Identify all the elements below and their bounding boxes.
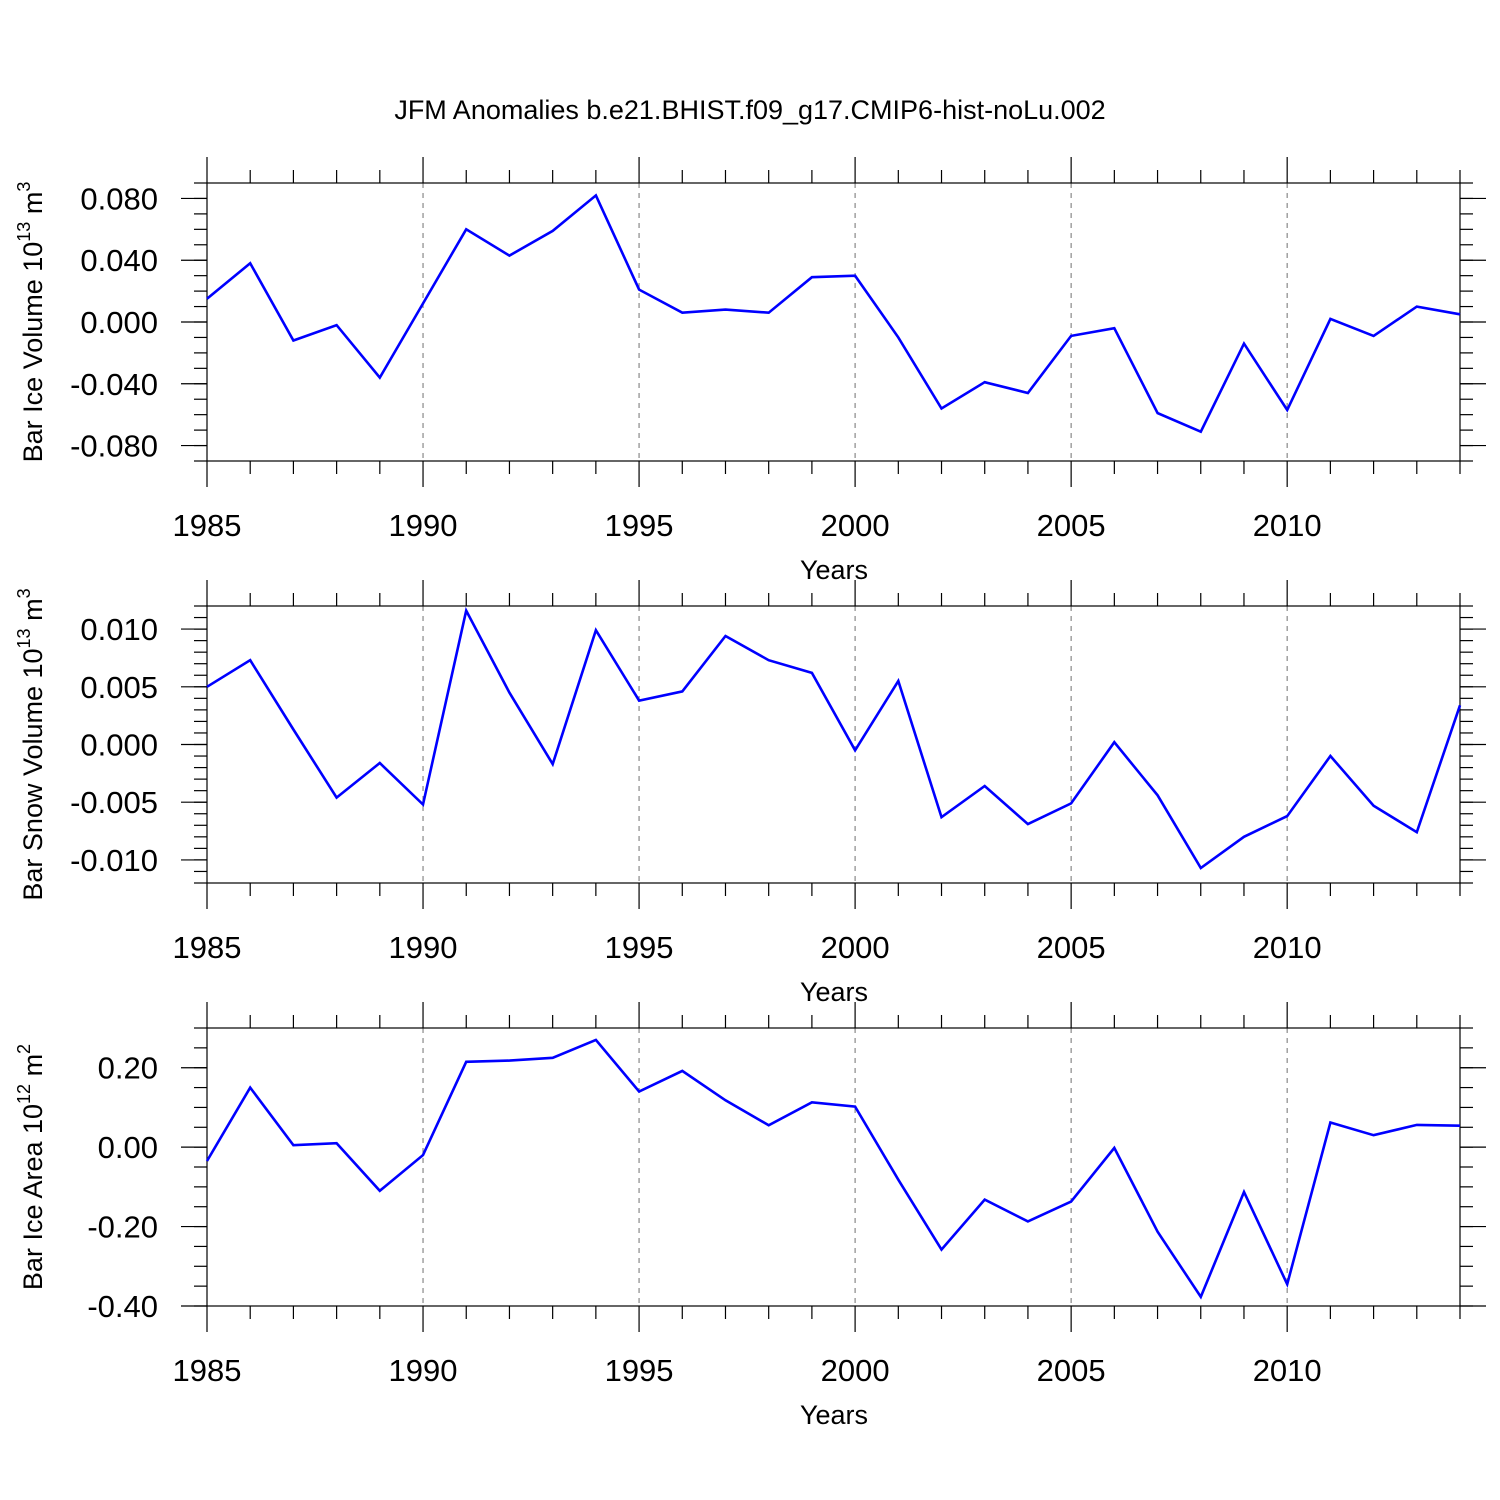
y-tick-label: 0.040	[80, 243, 158, 278]
x-axis-label: Years	[800, 1400, 868, 1430]
x-tick-label: 1985	[173, 508, 242, 543]
x-tick-label: 1990	[389, 508, 458, 543]
y-label-unit-exponent: 2	[14, 1044, 34, 1054]
x-tick-label: 2000	[821, 508, 890, 543]
y-label-unit: m	[18, 1054, 48, 1084]
plot-frame	[206, 182, 1461, 462]
y-tick-label: 0.005	[80, 670, 158, 705]
y-tick-label: -0.20	[87, 1210, 158, 1245]
y-label-exponent: 13	[14, 222, 34, 242]
y-tick-label: -0.010	[70, 843, 158, 878]
y-tick-label: -0.080	[70, 429, 158, 464]
series-line	[205, 1038, 1461, 1300]
chart-panel-3: 0.20 0.00 -0.20 -0.40 1985 1990 1995 2000 2005 20…	[14, 1002, 1486, 1430]
x-tick-label: 1995	[605, 930, 674, 965]
x-tick-label: 1995	[605, 508, 674, 543]
y-label-exponent: 13	[14, 628, 34, 648]
x-tick-label: 2000	[821, 930, 890, 965]
y-tick-label: 0.000	[80, 728, 158, 763]
y-tick-label: 0.20	[98, 1051, 158, 1086]
y-tick-label: 0.000	[80, 305, 158, 340]
y-label-text: Bar Ice Area 10	[18, 1104, 48, 1290]
x-tick-label: 2010	[1253, 930, 1322, 965]
y-label-unit: m	[18, 192, 48, 222]
x-tick-label: 1985	[173, 930, 242, 965]
y-tick-label: 0.00	[98, 1130, 158, 1165]
series-line	[206, 606, 1462, 870]
y-tick-label: 0.010	[80, 612, 158, 647]
y-tick-label: 0.080	[80, 181, 158, 216]
series-line	[206, 193, 1461, 434]
x-tick-label: 2005	[1037, 508, 1106, 543]
x-tick-label: 2005	[1037, 1353, 1106, 1388]
x-tick-label: 2000	[821, 1353, 890, 1388]
x-tick-label: 2010	[1253, 1353, 1322, 1388]
x-tick-label: 2010	[1253, 508, 1322, 543]
x-tick-label: 1995	[605, 1353, 674, 1388]
y-label-unit-exponent: 3	[14, 182, 34, 192]
x-tick-label: 2005	[1037, 930, 1106, 965]
y-axis-label: Bar Ice Area 1012 m2	[14, 1044, 48, 1290]
y-tick-label: -0.40	[87, 1289, 158, 1324]
y-axis-label: Bar Snow Volume 1013 m3	[14, 588, 48, 900]
y-axis-label: Bar Ice Volume 1013 m3	[14, 182, 48, 463]
x-axis-label: Years	[800, 555, 868, 585]
x-tick-label: 1990	[389, 1353, 458, 1388]
y-label-text: Bar Snow Volume 10	[18, 648, 48, 900]
y-label-text: Bar Ice Volume 10	[18, 242, 48, 463]
y-label-unit-exponent: 3	[14, 588, 34, 598]
y-tick-label: -0.005	[70, 785, 158, 820]
y-label-exponent: 12	[14, 1084, 34, 1104]
chart-panel-2: 0.010 0.005 0.000 -0.005 -0.010 1985 1990 1995 2…	[14, 580, 1486, 1007]
figure-title: JFM Anomalies b.e21.BHIST.f09_g17.CMIP6-…	[394, 95, 1105, 125]
x-tick-label: 1990	[389, 930, 458, 965]
x-tick-label: 1985	[173, 1353, 242, 1388]
y-label-unit: m	[18, 598, 48, 628]
x-axis-label: Years	[800, 977, 868, 1007]
panels: 0.080 0.040 0.000 -0.040 -0.080 1985 1990 1995 2…	[14, 157, 1486, 1430]
plot-frame	[206, 1027, 1461, 1307]
y-tick-label: -0.040	[70, 367, 158, 402]
chart-panel-1: 0.080 0.040 0.000 -0.040 -0.080 1985 1990 1995 2…	[14, 157, 1486, 585]
plot-frame	[206, 605, 1461, 884]
